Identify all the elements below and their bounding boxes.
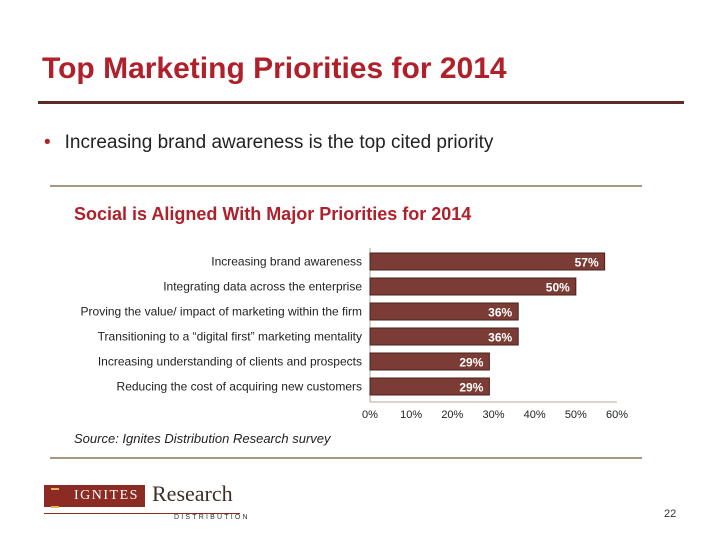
title-divider [38,101,684,104]
x-tick-label: 40% [524,409,546,421]
category-label: Integrating data across the enterprise [163,280,362,294]
bar [369,377,490,396]
category-label: Proving the value/ impact of marketing w… [81,305,362,319]
category-label: Transitioning to a “digital first” marke… [98,330,362,344]
bar [369,252,606,271]
chart-bottom-divider [50,457,642,459]
bar [369,352,490,371]
x-tick-label: 10% [400,409,422,421]
slide-title: Top Marketing Priorities for 2014 [42,52,507,85]
bullet-point: • Increasing brand awareness is the top c… [44,132,493,154]
bar [369,327,519,346]
data-label: 50% [546,281,570,295]
chart-top-divider [50,185,642,187]
chart-source: Source: Ignites Distribution Research su… [74,431,331,446]
bar [369,277,577,296]
logo-brand: IGNITES [68,485,145,507]
bullet-text: Increasing brand awareness is the top ci… [64,132,494,153]
x-tick-label: 50% [565,409,587,421]
page-number: 22 [664,508,677,520]
bar [369,302,519,321]
bullet-dot-icon: • [44,132,51,153]
logo-mark-icon [44,485,68,508]
logo-research: Research [152,481,233,506]
category-label: Increasing brand awareness [211,255,362,269]
data-label: 57% [575,256,599,270]
chart-title: Social is Aligned With Major Priorities … [74,204,472,224]
logo-line [44,513,240,514]
data-label: 29% [459,381,483,395]
x-tick-label: 60% [606,409,628,421]
data-label: 29% [459,356,483,370]
x-tick-label: 0% [362,409,378,421]
category-label: Reducing the cost of acquiring new custo… [117,380,362,394]
ignites-research-logo: IGNITES Research DISTRIBUTION [44,481,248,523]
logo-tagline: DISTRIBUTION [174,514,250,521]
x-tick-label: 30% [482,409,504,421]
data-label: 36% [488,331,512,345]
data-label: 36% [488,306,512,320]
x-tick-label: 20% [441,409,463,421]
category-label: Increasing understanding of clients and … [98,355,362,369]
